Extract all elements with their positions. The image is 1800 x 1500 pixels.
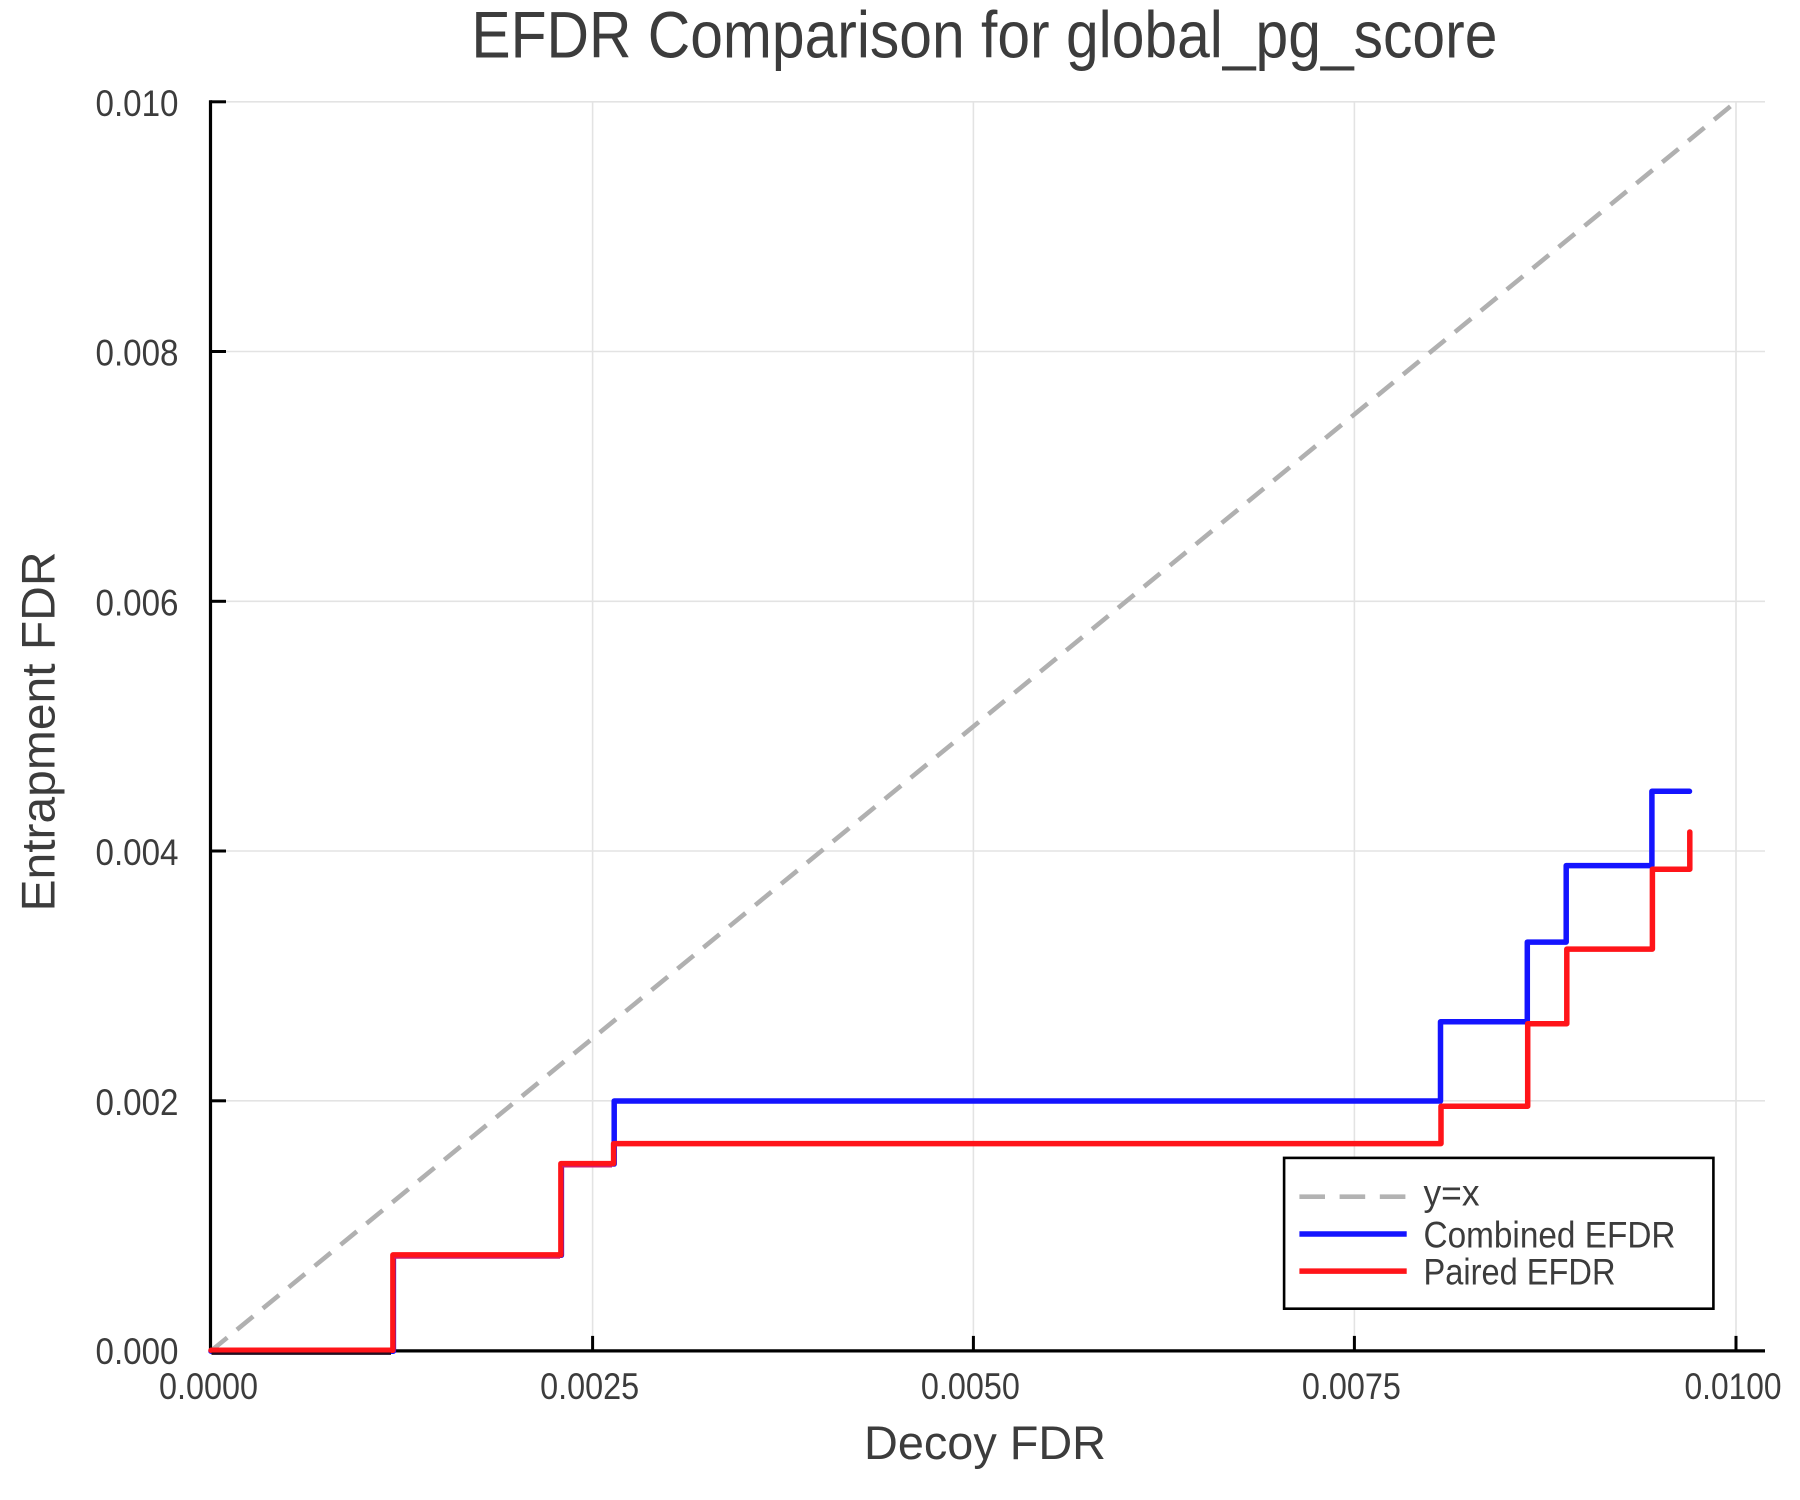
svg-text:y=x: y=x: [1424, 1172, 1480, 1213]
svg-text:0.0025: 0.0025: [540, 1366, 639, 1407]
svg-text:0.006: 0.006: [96, 582, 179, 623]
svg-text:0.010: 0.010: [96, 83, 179, 124]
svg-text:0.004: 0.004: [96, 832, 179, 873]
svg-text:Paired EFDR: Paired EFDR: [1424, 1251, 1616, 1292]
svg-text:0.0050: 0.0050: [921, 1366, 1020, 1407]
svg-text:0.000: 0.000: [96, 1331, 179, 1372]
svg-text:Entrapment FDR: Entrapment FDR: [12, 552, 65, 912]
svg-text:0.002: 0.002: [96, 1082, 179, 1123]
svg-text:Combined EFDR: Combined EFDR: [1424, 1214, 1676, 1255]
svg-text:EFDR Comparison for global_pg_: EFDR Comparison for global_pg_score: [471, 0, 1497, 72]
svg-text:0.0000: 0.0000: [159, 1366, 258, 1407]
svg-text:0.0100: 0.0100: [1685, 1366, 1782, 1407]
svg-text:0.008: 0.008: [96, 333, 179, 374]
svg-text:Decoy FDR: Decoy FDR: [864, 1417, 1106, 1470]
svg-text:0.0075: 0.0075: [1302, 1366, 1401, 1407]
